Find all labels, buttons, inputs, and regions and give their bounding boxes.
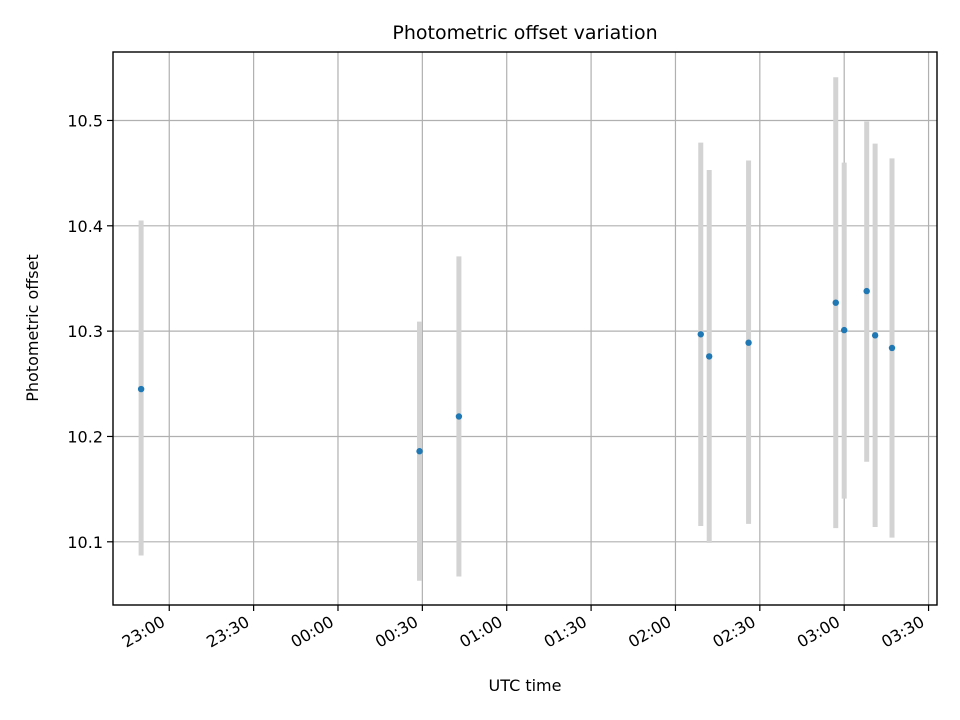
- data-point: [416, 448, 423, 455]
- grid-lines: [113, 52, 937, 605]
- data-point: [888, 344, 896, 352]
- x-tick-label: 03:30: [878, 612, 927, 652]
- data-points: [137, 287, 896, 455]
- chart-title: Photometric offset variation: [392, 22, 657, 44]
- data-point: [706, 353, 713, 360]
- x-axis-label: UTC time: [489, 676, 562, 695]
- data-point: [832, 299, 839, 306]
- x-tick-label: 23:00: [119, 612, 168, 652]
- data-point: [871, 332, 879, 339]
- plot-frame: [112, 51, 938, 606]
- x-axis-ticks: 23:00 23:30 00:00 00:30 01:00 01:30 02:00 02:30…: [119, 605, 930, 652]
- y-tick-label: 10.1: [67, 533, 103, 552]
- data-point: [745, 339, 752, 346]
- data-point: [840, 326, 848, 334]
- y-axis-ticks: 10.1 10.2 10.3 10.4 10.5: [67, 111, 113, 552]
- data-point: [137, 385, 145, 393]
- data-point: [863, 287, 870, 295]
- y-tick-label: 10.4: [67, 217, 103, 236]
- x-tick-label: 01:00: [456, 612, 505, 652]
- y-tick-label: 10.3: [67, 322, 103, 341]
- data-point: [455, 413, 463, 420]
- x-tick-label: 01:30: [541, 612, 590, 652]
- x-tick-label: 00:30: [372, 612, 421, 652]
- x-tick-label: 03:00: [794, 612, 843, 652]
- x-tick-label: 02:30: [709, 612, 758, 652]
- x-tick-label: 00:00: [288, 612, 337, 652]
- y-tick-label: 10.2: [67, 427, 103, 446]
- data-point: [697, 331, 704, 338]
- x-tick-label: 02:00: [625, 612, 674, 652]
- x-tick-label: 23:30: [203, 612, 252, 652]
- y-axis-label: Photometric offset: [23, 254, 42, 402]
- y-tick-label: 10.5: [67, 111, 103, 130]
